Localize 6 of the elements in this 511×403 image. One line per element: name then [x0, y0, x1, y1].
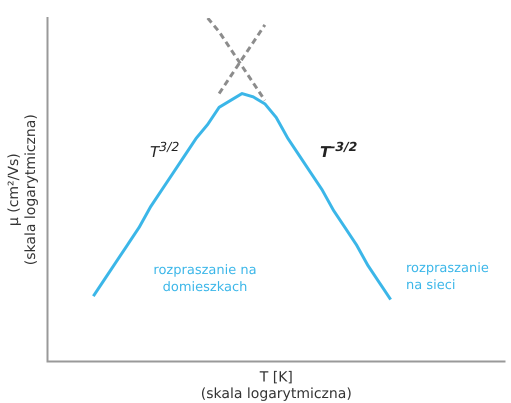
- annotation: rozpraszanie na domieszkach: [152, 262, 258, 296]
- y-axis-title: μ (cm²/Vs) (skala logarytmiczna): [6, 114, 39, 266]
- x-axis-title: T [K] (skala logarytmiczna): [200, 369, 352, 402]
- annotation: T$^{3/2}$: [150, 138, 180, 161]
- annotation: rozpraszanie na sieci: [406, 260, 490, 294]
- annotation: T$^{-3/2}$: [320, 138, 358, 161]
